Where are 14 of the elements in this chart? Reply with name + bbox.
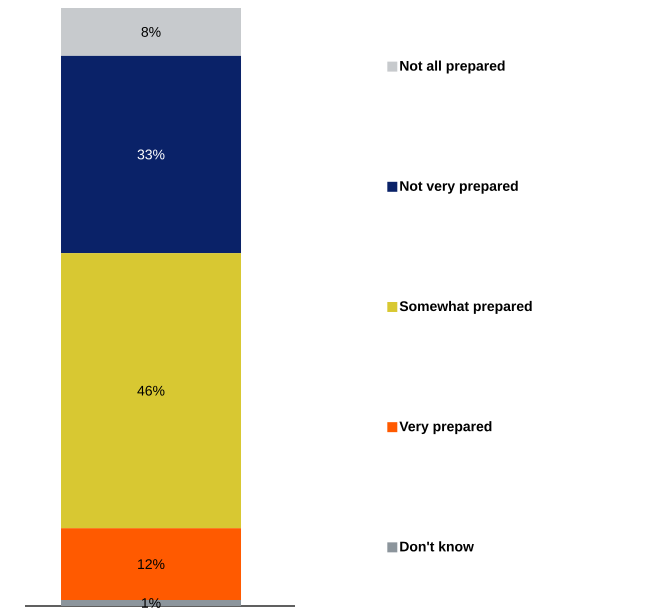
bar <box>61 56 242 254</box>
legend-label: Not all prepared <box>400 60 505 74</box>
bar <box>61 600 242 606</box>
legend-label: Somewhat prepared <box>400 300 532 314</box>
data-label: 46% <box>137 386 164 396</box>
data-label: 1% <box>142 598 161 608</box>
data-label: 33% <box>138 150 164 160</box>
legend-label: Not very prepared <box>400 180 518 194</box>
legend-label: Don't know <box>400 541 474 552</box>
bar <box>61 8 242 56</box>
bar <box>61 253 242 528</box>
data-label: 8% <box>142 26 161 37</box>
data-label: 12% <box>138 559 164 570</box>
legend-label: Very prepared <box>399 421 492 434</box>
